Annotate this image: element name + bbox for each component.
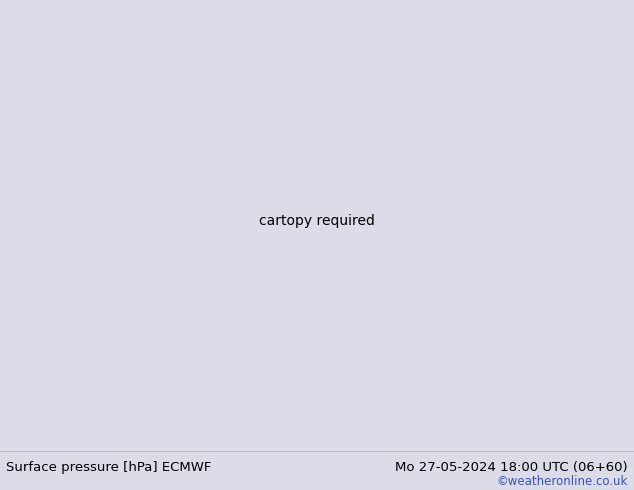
Text: cartopy required: cartopy required xyxy=(259,215,375,228)
Text: ©weatheronline.co.uk: ©weatheronline.co.uk xyxy=(496,475,628,488)
Text: Mo 27-05-2024 18:00 UTC (06+60): Mo 27-05-2024 18:00 UTC (06+60) xyxy=(395,461,628,474)
Text: Surface pressure [hPa] ECMWF: Surface pressure [hPa] ECMWF xyxy=(6,461,212,474)
